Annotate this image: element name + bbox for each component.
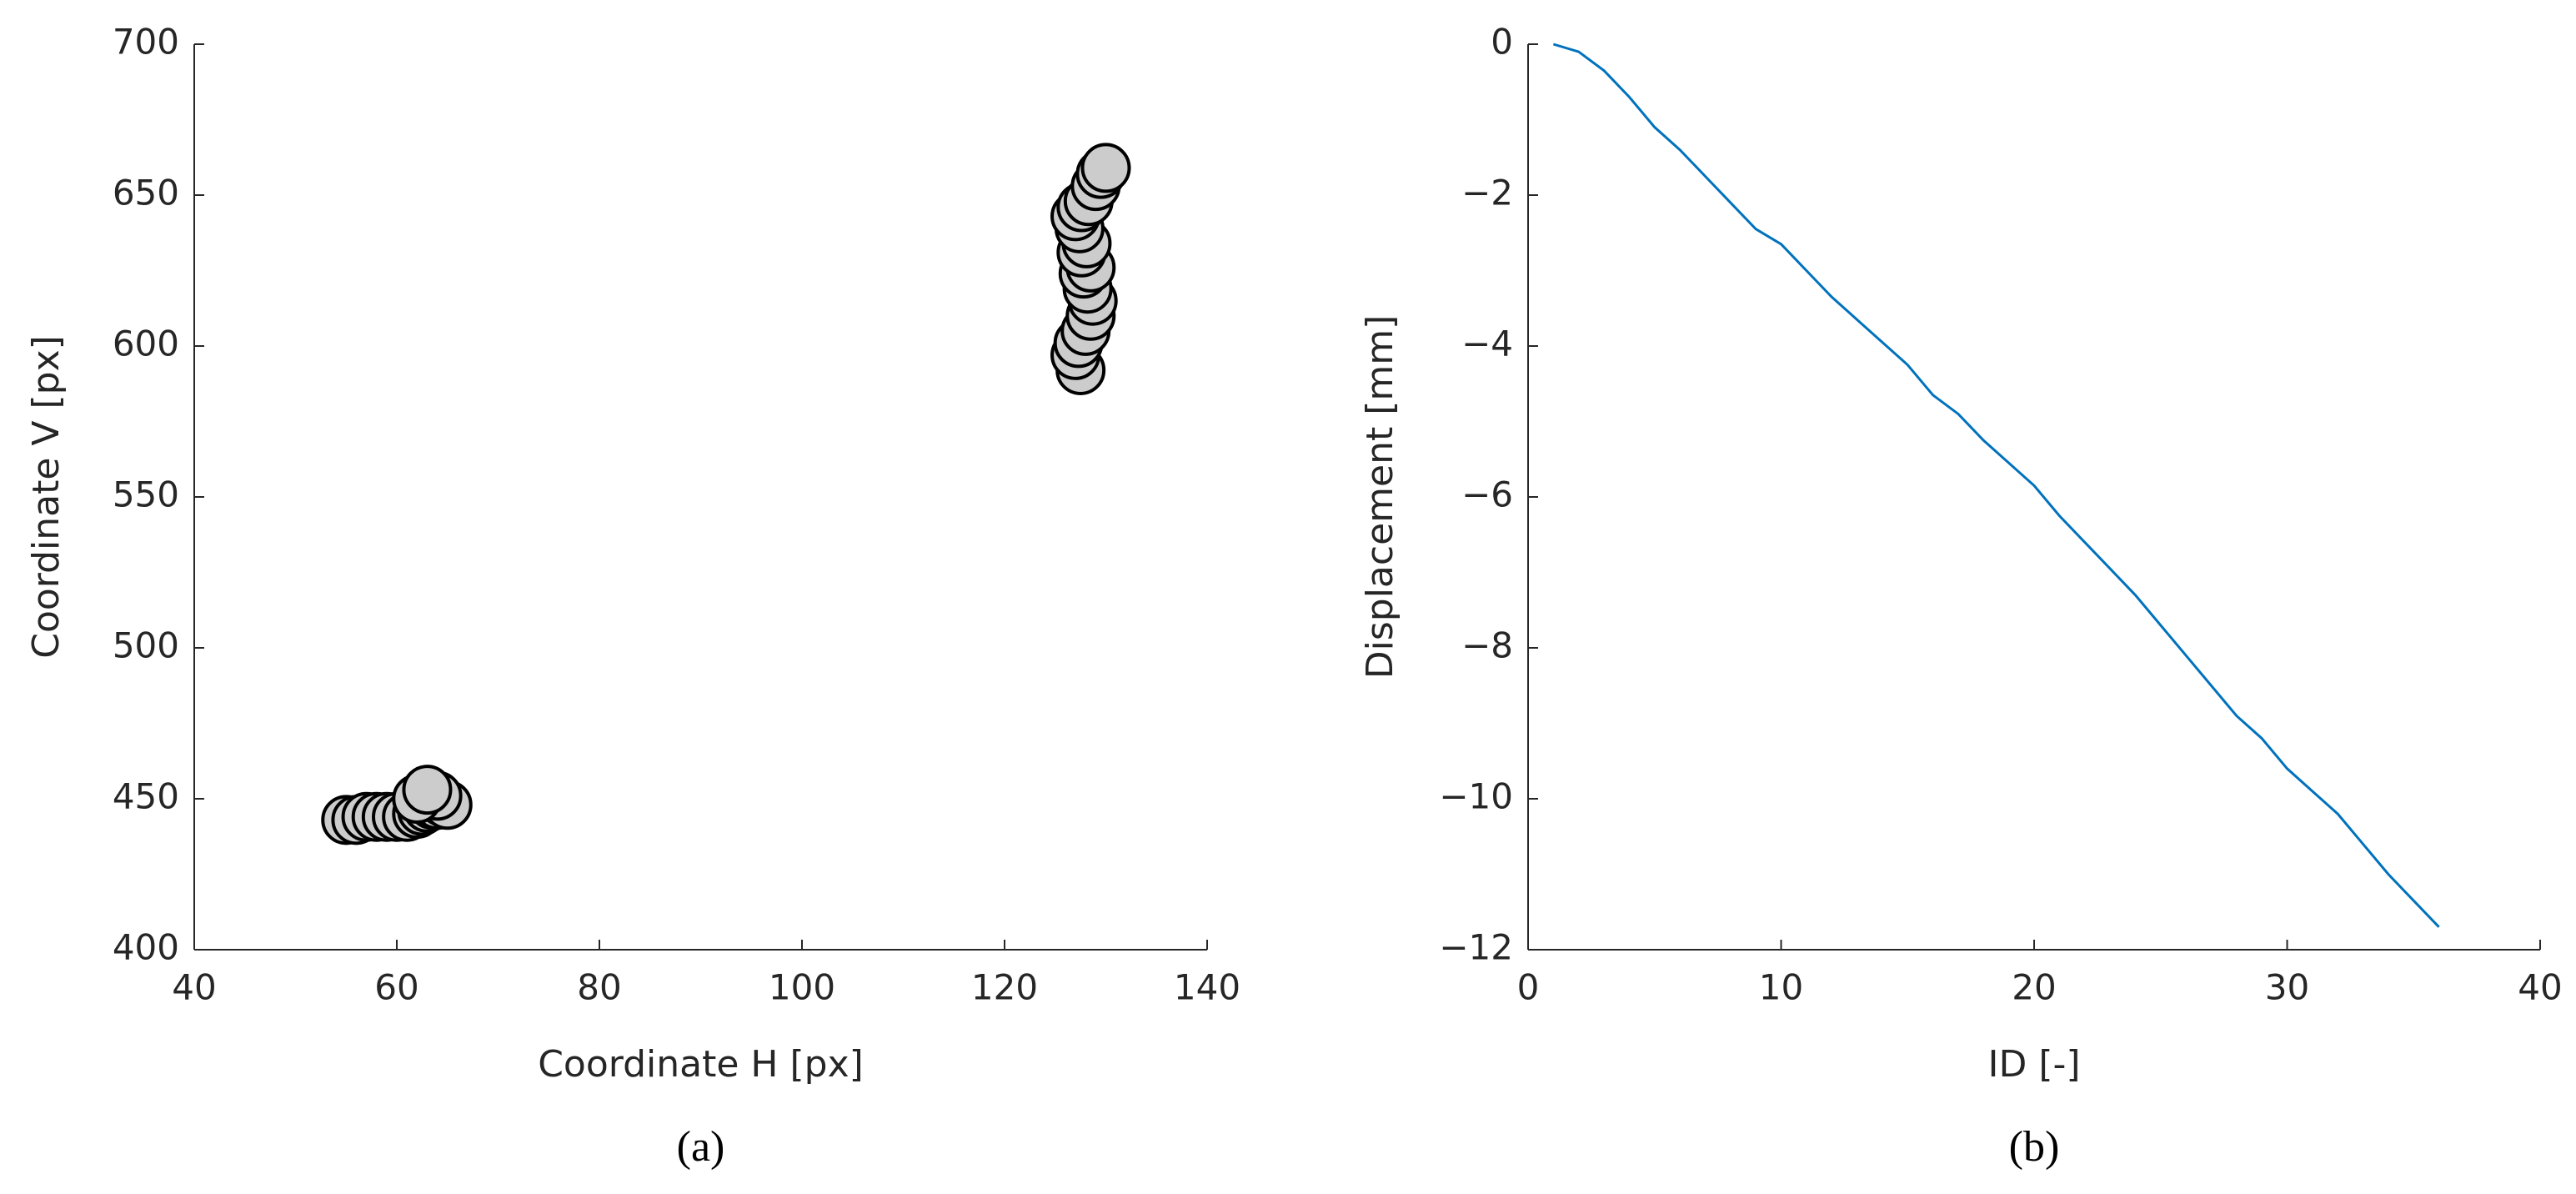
y-tick-label: 700 bbox=[113, 22, 179, 63]
y-tick-label: −10 bbox=[1439, 776, 1513, 817]
x-tick-label: 40 bbox=[172, 967, 216, 1008]
line bbox=[1552, 43, 2440, 928]
y-tick-label: −6 bbox=[1461, 474, 1513, 515]
x-axis-label: Coordinate H [px] bbox=[538, 1043, 864, 1086]
y-tick-label: −8 bbox=[1461, 625, 1513, 666]
y-tick-label: −4 bbox=[1461, 324, 1513, 364]
y-tick-label: −2 bbox=[1461, 173, 1513, 213]
x-tick-label: 20 bbox=[2012, 967, 2056, 1008]
y-tick-label: 550 bbox=[113, 474, 179, 515]
y-tick-label: 400 bbox=[113, 927, 179, 968]
y-tick-label: 600 bbox=[113, 324, 179, 364]
caption: (b) bbox=[2009, 1123, 2060, 1171]
x-tick-label: 30 bbox=[2265, 967, 2309, 1008]
y-tick-label: 500 bbox=[113, 625, 179, 666]
x-tick-label: 60 bbox=[374, 967, 418, 1008]
caption: (a) bbox=[677, 1123, 725, 1171]
y-tick-label: −12 bbox=[1439, 927, 1513, 968]
point bbox=[1080, 143, 1131, 193]
y-tick-label: 450 bbox=[113, 776, 179, 817]
x-tick-label: 80 bbox=[577, 967, 621, 1008]
y-tick-label: 650 bbox=[113, 173, 179, 213]
x-axis-label: ID [-] bbox=[1987, 1043, 2080, 1086]
x-tick-label: 40 bbox=[2518, 967, 2562, 1008]
y-tick-label: 0 bbox=[1491, 22, 1513, 63]
y-axis-label: Displacement [mm] bbox=[1359, 315, 1401, 680]
x-tick-label: 120 bbox=[971, 967, 1038, 1008]
x-tick-label: 100 bbox=[769, 967, 835, 1008]
x-tick-label: 140 bbox=[1174, 967, 1240, 1008]
x-tick-label: 0 bbox=[1517, 967, 1540, 1008]
y-axis-label: Coordinate V [px] bbox=[25, 335, 68, 659]
x-tick-label: 10 bbox=[1759, 967, 1803, 1008]
point bbox=[402, 765, 453, 815]
